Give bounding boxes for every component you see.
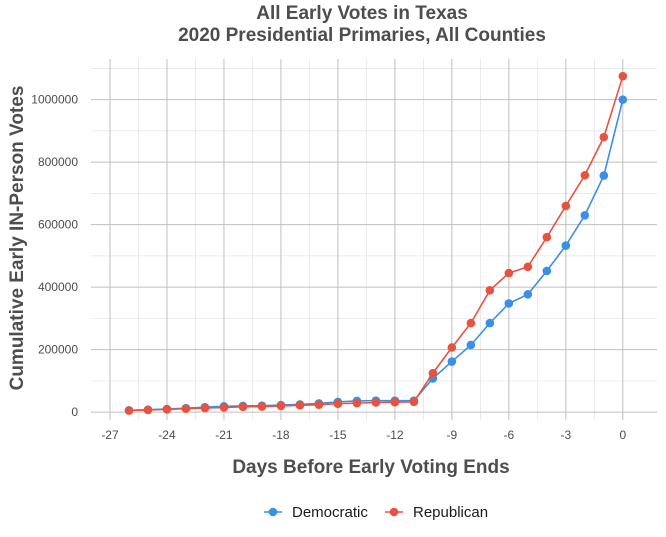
- x-tick-label: -12: [386, 428, 404, 442]
- data-point: [504, 268, 514, 278]
- data-point: [542, 266, 552, 276]
- data-point: [333, 399, 343, 409]
- legend-label: Republican: [413, 504, 488, 521]
- data-point: [257, 402, 267, 411]
- data-point: [428, 368, 438, 378]
- x-tick-label: -6: [504, 428, 515, 442]
- data-point: [580, 210, 590, 220]
- data-point: [219, 403, 229, 412]
- data-point: [618, 71, 628, 81]
- data-point: [390, 397, 400, 407]
- data-point: [276, 401, 286, 411]
- data-point: [618, 95, 628, 104]
- data-point: [447, 343, 457, 352]
- y-axis-title: Cumulative Early IN-Person Votes: [7, 86, 28, 391]
- x-tick-label: -3: [560, 428, 571, 442]
- y-tick-label: 800000: [38, 155, 78, 169]
- x-axis-ticks: -27 -24 -21 -18 -15 -12 -9 -6 -3 0: [101, 428, 626, 442]
- data-point: [162, 405, 172, 414]
- data-point: [409, 397, 419, 407]
- data-point: [599, 171, 609, 180]
- data-point: [200, 403, 210, 413]
- y-tick-label: 1000000: [31, 93, 78, 107]
- x-tick-label: -24: [158, 428, 176, 442]
- y-tick-label: 0: [71, 405, 78, 419]
- x-tick-label: 0: [619, 428, 626, 442]
- data-point: [371, 398, 381, 407]
- data-point: [124, 406, 134, 415]
- data-point: [143, 405, 153, 415]
- data-point: [485, 318, 495, 328]
- x-tick-label: -18: [272, 428, 290, 442]
- data-point: [504, 299, 514, 308]
- x-tick-label: -27: [101, 428, 119, 442]
- data-point: [523, 262, 533, 272]
- grid-lines: [91, 59, 657, 420]
- x-tick-label: -15: [329, 428, 347, 442]
- data-point: [466, 340, 476, 350]
- data-point: [561, 241, 571, 250]
- legend-item-democratic: Democratic: [264, 504, 368, 521]
- series-republican: [124, 71, 628, 415]
- data-point: [542, 232, 552, 242]
- data-point: [523, 290, 533, 299]
- series-democratic: [124, 95, 628, 415]
- data-point: [561, 201, 571, 211]
- data-point: [352, 398, 362, 408]
- chart-title: All Early Votes in Texas: [256, 3, 468, 24]
- legend-key-marker: [268, 507, 278, 517]
- legend-item-republican: Republican: [385, 504, 488, 521]
- data-point: [599, 132, 609, 142]
- data-point: [580, 170, 590, 180]
- x-axis-title: Days Before Early Voting Ends: [232, 457, 509, 478]
- data-point: [466, 318, 476, 328]
- y-tick-label: 600000: [38, 218, 78, 232]
- legend-key-marker: [389, 507, 399, 517]
- y-tick-label: 400000: [38, 280, 78, 294]
- series-line: [128, 99, 624, 412]
- y-axis-ticks: 0 200000 400000 600000 800000 1000000: [31, 93, 78, 420]
- data-point: [447, 357, 457, 366]
- data-point: [314, 400, 324, 409]
- series-layer: [124, 71, 628, 415]
- data-point: [238, 402, 248, 412]
- data-point: [181, 404, 191, 414]
- legend: Democratic Republican: [264, 504, 488, 521]
- x-tick-label: -9: [447, 428, 458, 442]
- data-point: [485, 285, 495, 295]
- chart-subtitle: 2020 Presidential Primaries, All Countie…: [178, 25, 546, 46]
- y-tick-label: 200000: [38, 343, 78, 357]
- x-tick-label: -21: [215, 428, 233, 442]
- legend-label: Democratic: [292, 504, 368, 521]
- data-point: [295, 401, 305, 410]
- series-line: [128, 75, 624, 412]
